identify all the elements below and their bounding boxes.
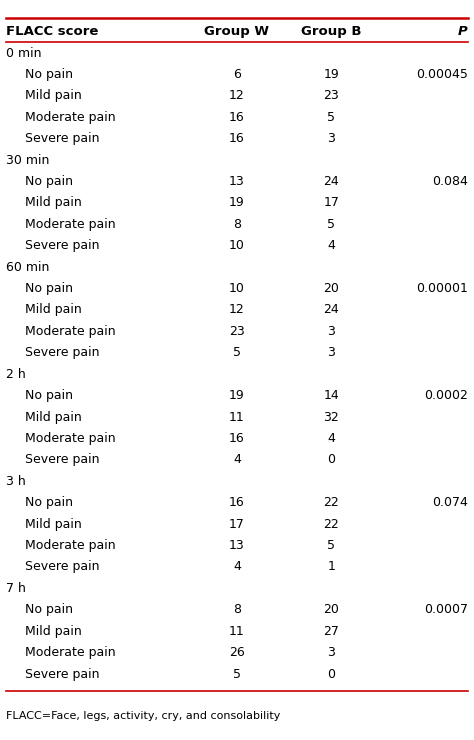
Text: 3 h: 3 h (6, 475, 26, 488)
Text: 14: 14 (323, 389, 339, 402)
Text: 22: 22 (323, 518, 339, 531)
Text: 13: 13 (229, 539, 245, 552)
Text: 13: 13 (229, 175, 245, 188)
Text: Severe pain: Severe pain (25, 560, 100, 574)
Text: 17: 17 (229, 518, 245, 531)
Text: 20: 20 (323, 603, 339, 616)
Text: Mild pain: Mild pain (25, 625, 82, 638)
Text: 23: 23 (323, 90, 339, 102)
Text: 5: 5 (233, 346, 241, 360)
Text: FLACC score: FLACC score (6, 25, 99, 38)
Text: No pain: No pain (25, 603, 73, 616)
Text: 0.00001: 0.00001 (416, 282, 468, 295)
Text: 0: 0 (327, 667, 335, 681)
Text: 3: 3 (328, 325, 335, 338)
Text: 12: 12 (229, 303, 245, 317)
Text: 10: 10 (229, 239, 245, 252)
Text: 1: 1 (328, 560, 335, 574)
Text: Severe pain: Severe pain (25, 132, 100, 145)
Text: 20: 20 (323, 282, 339, 295)
Text: 11: 11 (229, 411, 245, 423)
Text: Severe pain: Severe pain (25, 454, 100, 466)
Text: Moderate pain: Moderate pain (25, 646, 116, 659)
Text: 8: 8 (233, 603, 241, 616)
Text: 19: 19 (229, 196, 245, 209)
Text: 12: 12 (229, 90, 245, 102)
Text: 32: 32 (323, 411, 339, 423)
Text: 10: 10 (229, 282, 245, 295)
Text: 19: 19 (323, 68, 339, 81)
Text: 16: 16 (229, 497, 245, 509)
Text: 16: 16 (229, 111, 245, 124)
Text: Severe pain: Severe pain (25, 346, 100, 360)
Text: Group B: Group B (301, 25, 362, 38)
Text: 27: 27 (323, 625, 339, 638)
Text: Moderate pain: Moderate pain (25, 432, 116, 445)
Text: 11: 11 (229, 625, 245, 638)
Text: 3: 3 (328, 646, 335, 659)
Text: 23: 23 (229, 325, 245, 338)
Text: 17: 17 (323, 196, 339, 209)
Text: 24: 24 (323, 303, 339, 317)
Text: No pain: No pain (25, 282, 73, 295)
Text: 24: 24 (323, 175, 339, 188)
Text: 4: 4 (233, 560, 241, 574)
Text: 4: 4 (328, 239, 335, 252)
Text: FLACC=Face, legs, activity, cry, and consolability: FLACC=Face, legs, activity, cry, and con… (6, 711, 281, 722)
Text: Mild pain: Mild pain (25, 518, 82, 531)
Text: Moderate pain: Moderate pain (25, 111, 116, 124)
Text: 22: 22 (323, 497, 339, 509)
Text: Severe pain: Severe pain (25, 667, 100, 681)
Text: Moderate pain: Moderate pain (25, 539, 116, 552)
Text: 5: 5 (327, 539, 335, 552)
Text: Moderate pain: Moderate pain (25, 218, 116, 231)
Text: 60 min: 60 min (6, 260, 49, 274)
Text: No pain: No pain (25, 175, 73, 188)
Text: 0.074: 0.074 (432, 497, 468, 509)
Text: 7 h: 7 h (6, 582, 26, 595)
Text: 0.0002: 0.0002 (424, 389, 468, 402)
Text: 6: 6 (233, 68, 241, 81)
Text: 0: 0 (327, 454, 335, 466)
Text: 19: 19 (229, 389, 245, 402)
Text: Moderate pain: Moderate pain (25, 325, 116, 338)
Text: No pain: No pain (25, 497, 73, 509)
Text: 0.0007: 0.0007 (424, 603, 468, 616)
Text: 5: 5 (327, 218, 335, 231)
Text: P: P (458, 25, 468, 38)
Text: Mild pain: Mild pain (25, 411, 82, 423)
Text: 16: 16 (229, 132, 245, 145)
Text: 0 min: 0 min (6, 47, 42, 59)
Text: 0.084: 0.084 (432, 175, 468, 188)
Text: 8: 8 (233, 218, 241, 231)
Text: No pain: No pain (25, 68, 73, 81)
Text: 4: 4 (233, 454, 241, 466)
Text: 0.00045: 0.00045 (416, 68, 468, 81)
Text: No pain: No pain (25, 389, 73, 402)
Text: 2 h: 2 h (6, 368, 26, 381)
Text: Severe pain: Severe pain (25, 239, 100, 252)
Text: 4: 4 (328, 432, 335, 445)
Text: 16: 16 (229, 432, 245, 445)
Text: 30 min: 30 min (6, 154, 49, 166)
Text: 5: 5 (327, 111, 335, 124)
Text: 5: 5 (233, 667, 241, 681)
Text: Mild pain: Mild pain (25, 90, 82, 102)
Text: Mild pain: Mild pain (25, 196, 82, 209)
Text: Mild pain: Mild pain (25, 303, 82, 317)
Text: 3: 3 (328, 132, 335, 145)
Text: 26: 26 (229, 646, 245, 659)
Text: Group W: Group W (204, 25, 270, 38)
Text: 3: 3 (328, 346, 335, 360)
